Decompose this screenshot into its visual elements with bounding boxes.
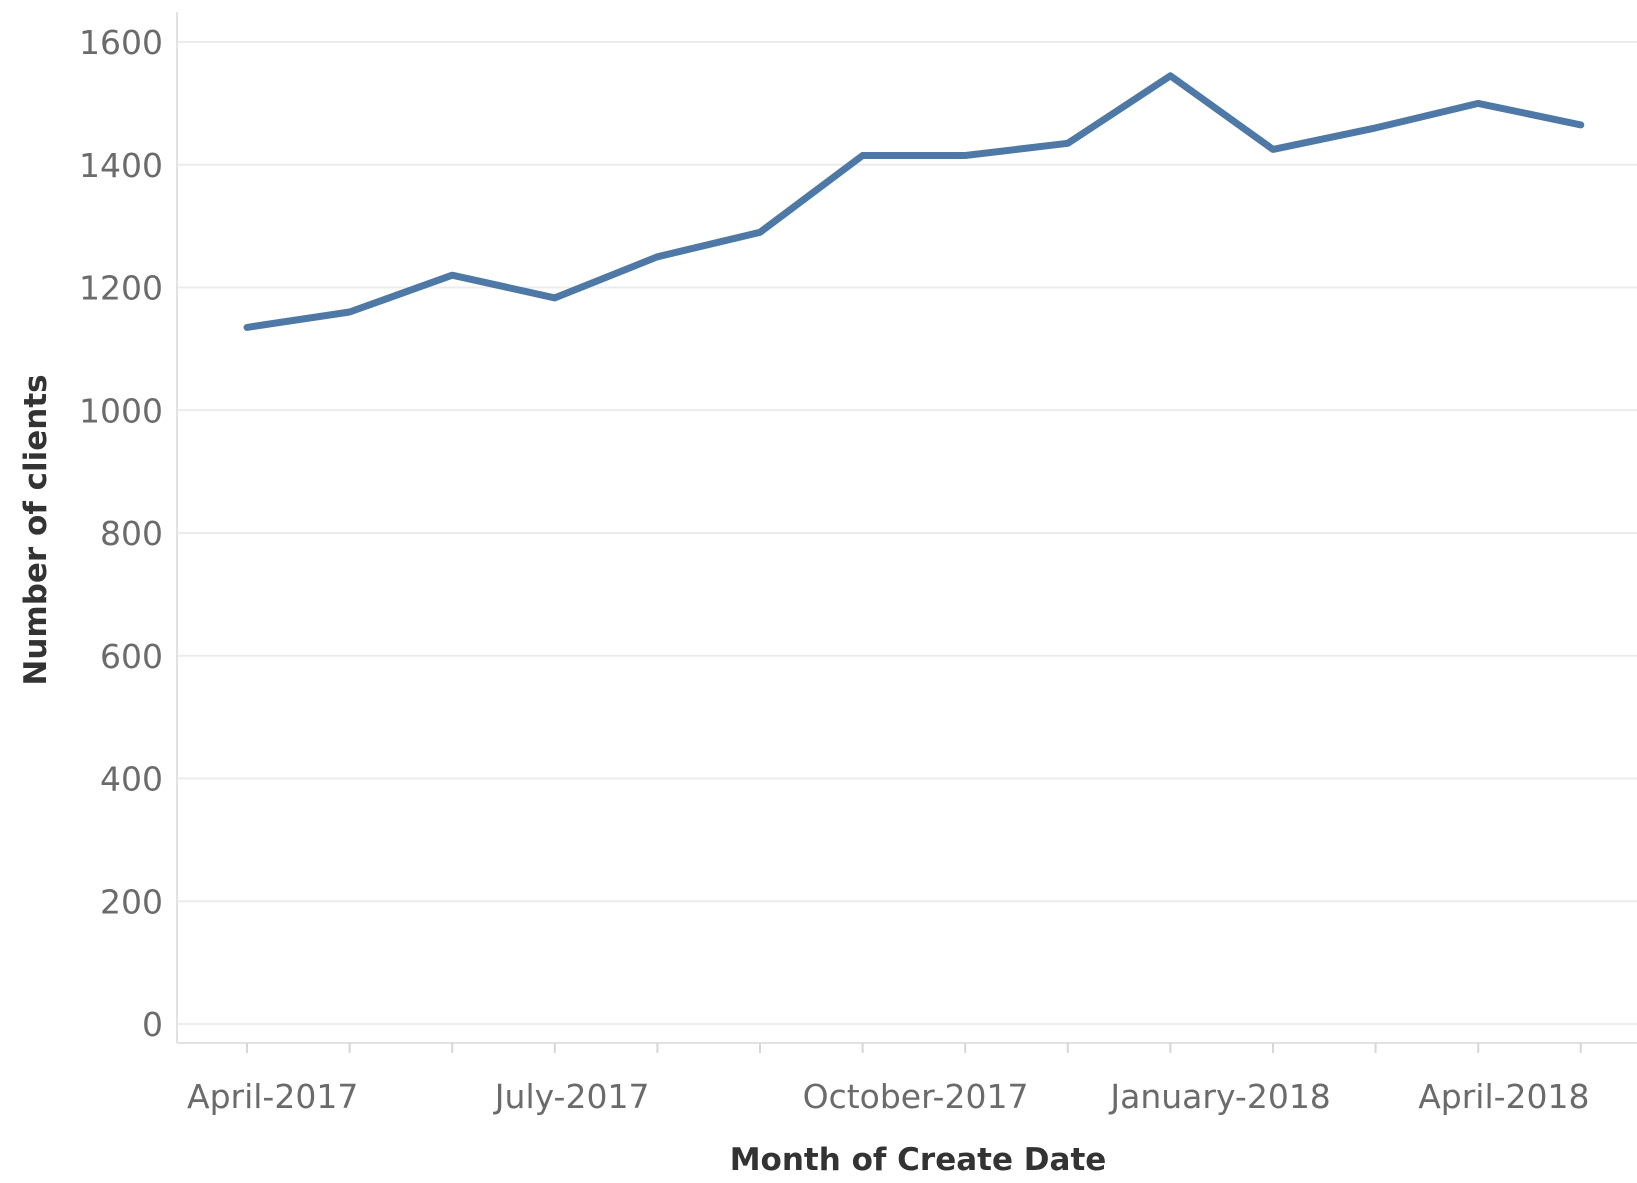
x-axis-title: Month of Create Date — [730, 1142, 1107, 1178]
x-tick-label: April-2017 — [187, 1077, 358, 1116]
x-tick-label: October-2017 — [803, 1077, 1029, 1116]
y-tick-label: 1000 — [79, 391, 163, 430]
x-axis-ticks: April-2017 July-2017 October-2017 January-2… — [187, 1043, 1590, 1116]
y-tick-label: 800 — [100, 514, 163, 553]
axes — [176, 12, 1637, 1044]
y-tick-label: 400 — [100, 760, 163, 799]
y-tick-label: 600 — [100, 637, 163, 676]
y-tick-label: 1200 — [79, 269, 163, 308]
y-tick-label: 1400 — [79, 146, 163, 185]
y-axis-ticks: 0 200 400 600 800 1000 1200 1400 1600 — [79, 23, 163, 1044]
series-group — [243, 72, 1585, 331]
series-line — [243, 72, 1585, 331]
x-tick-label: January-2018 — [1108, 1077, 1330, 1116]
gridlines — [177, 41, 1637, 1025]
y-tick-label: 0 — [142, 1005, 163, 1044]
x-tick-label: April-2018 — [1418, 1077, 1589, 1116]
y-axis-title: Number of clients — [18, 374, 54, 685]
y-tick-label: 1600 — [79, 23, 163, 62]
x-tick-label: July-2017 — [493, 1077, 650, 1116]
y-tick-label: 200 — [100, 882, 163, 921]
